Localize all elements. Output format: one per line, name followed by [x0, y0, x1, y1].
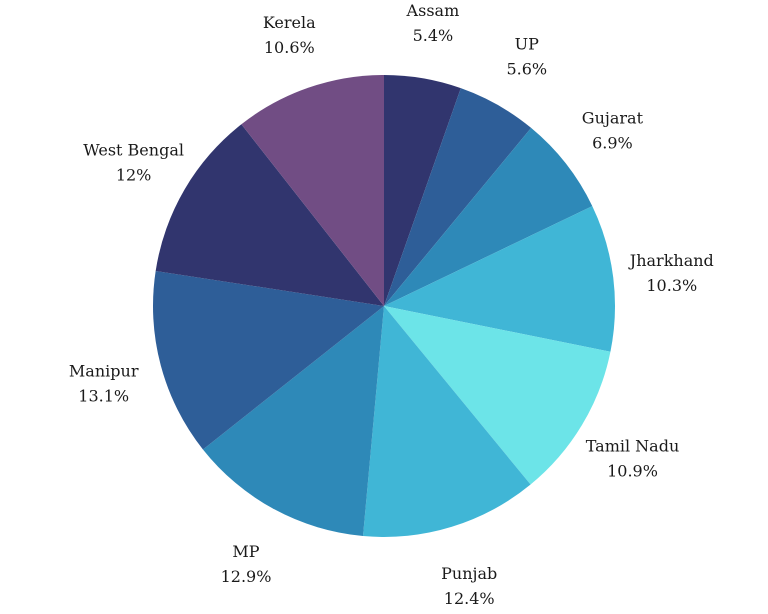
slice-name: Kerela — [263, 13, 316, 32]
slice-value: 10.3% — [646, 276, 697, 295]
pie-slice-west-bengal — [155, 124, 384, 307]
slice-label-west-bengal: West Bengal 12% — [83, 141, 184, 185]
pie-slice-jharkhand — [384, 206, 616, 352]
slice-value: 10.6% — [264, 38, 315, 57]
slice-label-kerela: Kerela 10.6% — [263, 13, 316, 57]
slice-value: 12.4% — [444, 589, 495, 608]
slice-value: 5.6% — [506, 60, 547, 79]
pie-labels: Assam 5.4% UP 5.6% Gujarat 6.9% Jharkhand 10.3%… — [69, 1, 714, 608]
slice-label-up: UP 5.6% — [506, 35, 547, 79]
slice-label-jharkhand: Jharkhand 10.3% — [628, 251, 714, 295]
slice-name: Jharkhand — [628, 251, 714, 270]
pie-slice-gujarat — [384, 127, 593, 306]
pie-slice-manipur — [152, 270, 384, 450]
slice-label-gujarat: Gujarat 6.9% — [582, 108, 644, 152]
slice-label-tamil-nadu: Tamil Nadu 10.9% — [586, 436, 680, 480]
slice-name: Tamil Nadu — [586, 436, 680, 455]
pie-slice-tamil-nadu — [384, 306, 611, 485]
slice-name: West Bengal — [83, 141, 184, 160]
slice-value: 6.9% — [592, 133, 633, 152]
slice-label-mp: MP 12.9% — [221, 542, 272, 586]
slice-value: 5.4% — [413, 26, 454, 45]
slice-value: 13.1% — [78, 386, 129, 405]
slice-name: Gujarat — [582, 108, 644, 127]
slice-label-punjab: Punjab 12.4% — [441, 564, 497, 608]
pie-slice-assam — [384, 75, 461, 306]
pie-slice-mp — [202, 306, 384, 537]
slice-name: MP — [232, 542, 259, 561]
pie-slice-up — [384, 88, 532, 306]
pie-slice-kerela — [241, 75, 384, 306]
slice-label-manipur: Manipur 13.1% — [69, 361, 139, 405]
slice-name: Assam — [406, 1, 460, 20]
slice-name: Manipur — [69, 361, 139, 380]
slice-value: 10.9% — [607, 461, 658, 480]
pie-slice-punjab — [363, 306, 531, 537]
slice-value: 12.9% — [221, 567, 272, 586]
pie-slices — [152, 75, 616, 537]
slice-label-assam: Assam 5.4% — [406, 1, 460, 45]
slice-value: 12% — [116, 166, 152, 185]
slice-name: UP — [515, 35, 539, 54]
slice-name: Punjab — [441, 564, 497, 583]
